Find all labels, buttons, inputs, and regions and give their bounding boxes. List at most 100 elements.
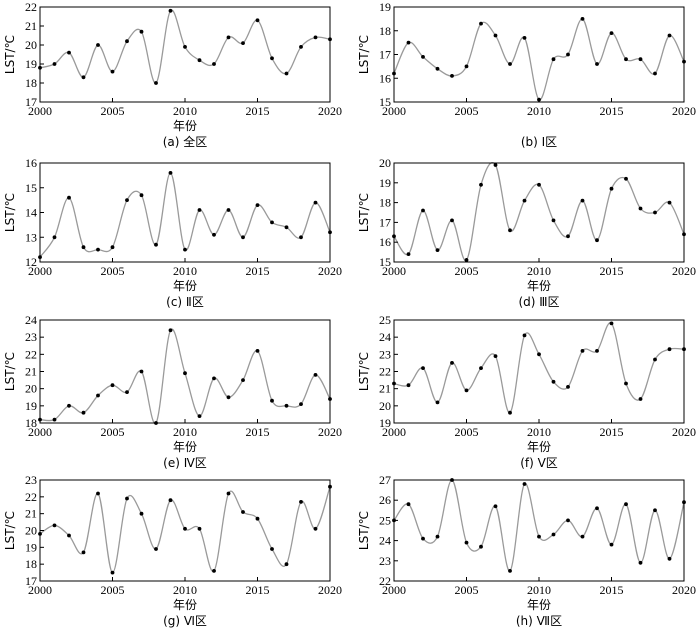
data-point-2003	[435, 534, 440, 539]
data-point-2011	[551, 57, 556, 62]
data-point-2011	[197, 526, 202, 531]
y-tick-label: 15	[379, 255, 391, 269]
data-point-2002	[67, 533, 71, 538]
x-tick-label: 2005	[455, 583, 479, 597]
data-point-2006	[479, 544, 483, 549]
data-point-2008	[508, 228, 512, 233]
y-tick-label: 12	[25, 255, 37, 269]
data-point-2001	[52, 523, 57, 528]
data-point-2012	[566, 385, 570, 389]
data-point-2003	[81, 410, 86, 415]
x-tick-label: 2020	[318, 583, 342, 597]
x-tick-label: 2015	[600, 583, 624, 597]
data-point-2009	[522, 198, 527, 203]
panel-caption: (g) Ⅵ区	[163, 614, 207, 628]
data-point-2002	[421, 208, 425, 213]
data-point-2007	[493, 33, 498, 38]
data-point-2016	[270, 547, 274, 551]
data-point-2019	[667, 556, 672, 561]
data-point-2018	[653, 210, 657, 215]
data-point-2004	[96, 393, 100, 398]
data-point-2002	[67, 50, 71, 55]
y-tick-label: 17	[379, 215, 391, 229]
x-tick-label: 2020	[318, 104, 342, 118]
series-line	[393, 479, 685, 572]
data-point-2019	[667, 33, 672, 38]
data-point-2011	[197, 58, 202, 63]
x-tick-label: 2010	[527, 104, 551, 118]
data-point-2004	[450, 361, 454, 365]
chart-panel-1: 2000 2005 2010 2015 2020 17 18 19 20 21 22 LST/℃ 年份(…	[3, 0, 342, 149]
data-point-2007	[493, 504, 498, 509]
data-point-2019	[667, 200, 672, 205]
data-point-2005	[464, 388, 469, 393]
data-point-2016	[270, 398, 274, 403]
y-tick-label: 15	[379, 95, 391, 109]
x-tick-label: 2020	[672, 264, 696, 278]
data-point-2011	[197, 208, 202, 212]
data-point-2015	[609, 186, 614, 191]
panel-caption: (c) Ⅱ区	[166, 295, 204, 309]
panel-caption: (e) Ⅳ区	[163, 456, 207, 470]
data-point-2008	[508, 62, 512, 66]
x-tick-label: 2020	[672, 104, 696, 118]
data-point-2013	[580, 534, 585, 539]
y-tick-label: 21	[25, 365, 37, 379]
y-tick-label: 18	[25, 416, 37, 430]
data-point-2014	[595, 349, 599, 353]
series-line	[39, 328, 331, 424]
y-tick-label: 16	[379, 71, 391, 85]
data-point-2017	[284, 71, 289, 76]
y-tick-label: 22	[379, 574, 391, 588]
x-tick-label: 2005	[455, 104, 479, 118]
plot-frame	[393, 162, 685, 263]
y-tick-label: 27	[379, 473, 391, 487]
data-point-2004	[96, 247, 100, 252]
data-point-2013	[226, 491, 231, 496]
data-point-2009	[522, 36, 527, 40]
data-point-2001	[52, 235, 57, 240]
data-point-2006	[479, 21, 483, 26]
y-tick-label: 25	[379, 513, 391, 527]
data-point-2018	[653, 71, 657, 76]
data-point-2011	[551, 532, 556, 537]
data-point-2006	[125, 390, 129, 394]
x-tick-label: 2010	[527, 425, 551, 439]
x-tick-label: 2005	[455, 425, 479, 439]
y-tick-label: 24	[25, 313, 37, 327]
data-point-2013	[580, 349, 585, 353]
chart-panel-6: 2000 2005 2010 2015 2020 19 20 21 22 23 24 25 LST/℃ 年…	[357, 313, 696, 470]
data-point-2006	[125, 496, 129, 501]
data-point-2012	[212, 376, 216, 381]
data-point-2011	[197, 414, 202, 418]
data-point-2012	[212, 569, 216, 573]
data-point-2018	[299, 402, 303, 406]
data-point-2005	[110, 383, 115, 388]
data-point-2019	[667, 347, 672, 352]
data-point-2016	[270, 56, 274, 61]
data-point-2010	[537, 352, 541, 357]
x-tick-label: 2010	[527, 264, 551, 278]
x-tick-label: 2020	[672, 425, 696, 439]
data-point-2015	[609, 31, 614, 35]
data-point-2014	[595, 62, 599, 66]
y-tick-label: 22	[25, 490, 37, 504]
data-point-2014	[241, 510, 245, 514]
x-tick-label: 2015	[246, 425, 270, 439]
x-tick-label: 2010	[173, 583, 197, 597]
series-line	[393, 162, 685, 261]
data-point-2019	[313, 35, 318, 40]
data-point-2016	[624, 57, 628, 62]
data-point-2007	[139, 511, 144, 516]
y-tick-label: 19	[25, 399, 37, 413]
data-point-2015	[255, 18, 260, 23]
data-point-2014	[241, 235, 245, 240]
data-point-2007	[139, 193, 144, 198]
x-axis-title: 年份	[173, 598, 197, 612]
data-point-2002	[67, 195, 71, 200]
x-tick-label: 2015	[246, 583, 270, 597]
y-tick-label: 23	[379, 347, 391, 361]
x-tick-label: 2015	[246, 104, 270, 118]
data-point-2011	[551, 379, 556, 384]
y-axis-title: LST/℃	[357, 511, 371, 550]
